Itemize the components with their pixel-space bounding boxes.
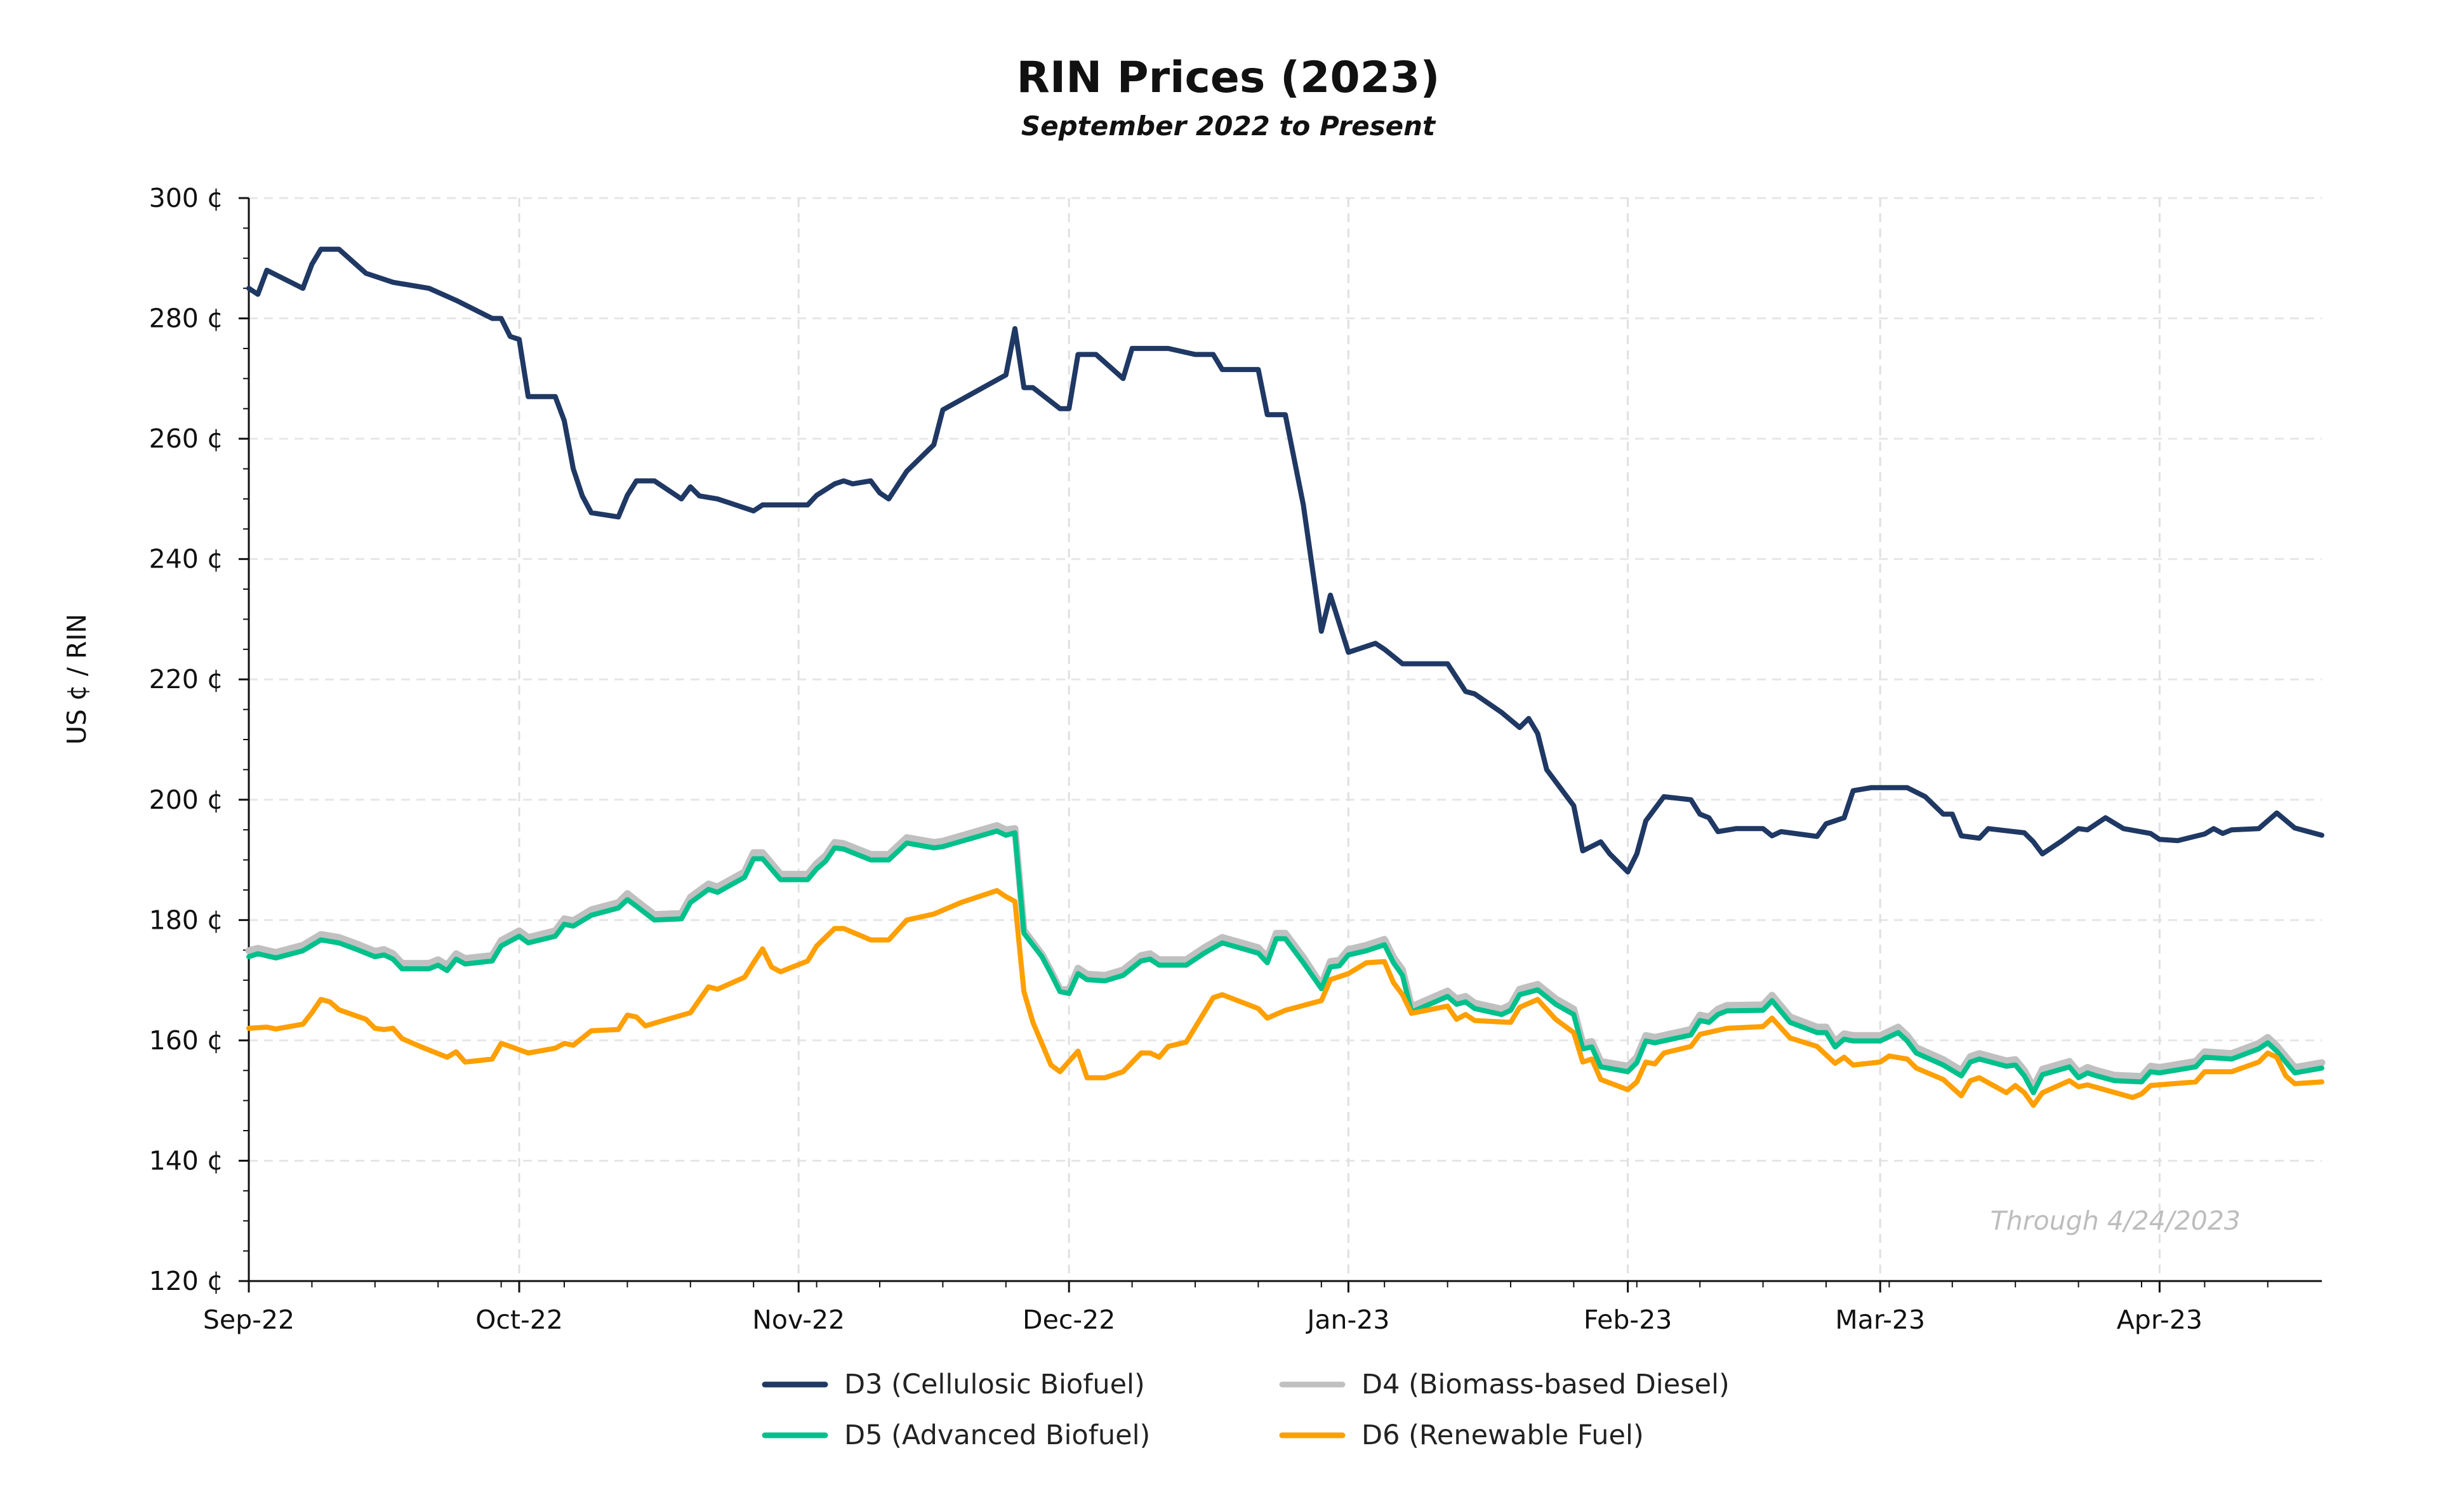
x-tick-label: Dec-22: [1023, 1305, 1115, 1335]
axes: 120 ¢ 140 ¢ 160 ¢ 180 ¢ 200 ¢ 220 ¢ 240 ¢ 260 ¢…: [149, 183, 2322, 1335]
chart-subtitle: September 2022 to Present: [1021, 110, 1436, 142]
series-line-d5: [246, 828, 2324, 1096]
legend-item: D5 (Advanced Biofuel): [762, 1419, 1150, 1451]
x-tick-label: Oct-22: [475, 1305, 563, 1335]
series-lines: [245, 246, 2326, 1108]
chart-title: RIN Prices (2023): [1017, 53, 1440, 103]
legend-item: D4 (Biomass-based Diesel): [1279, 1369, 1730, 1400]
y-tick-label: 240 ¢: [149, 544, 223, 575]
x-tick-label: Feb-23: [1584, 1305, 1672, 1335]
y-tick-label: 200 ¢: [149, 785, 223, 815]
x-tick-label: Apr-23: [2117, 1305, 2202, 1335]
y-tick-label: 160 ¢: [149, 1025, 223, 1056]
y-tick-label: 140 ¢: [149, 1145, 223, 1176]
legend: D3 (Cellulosic Biofuel) D4 (Biomass-based…: [762, 1369, 1730, 1451]
series-line-d4: [245, 822, 2326, 1091]
legend-label: D4 (Biomass-based Diesel): [1361, 1369, 1730, 1400]
series-line-d6: [246, 887, 2324, 1108]
x-tick-label: Nov-22: [752, 1305, 845, 1335]
y-tick-label: 220 ¢: [149, 664, 223, 694]
legend-item: D6 (Renewable Fuel): [1279, 1419, 1644, 1451]
y-axis-label: US ¢ / RIN: [62, 614, 92, 745]
y-tick-label: 180 ¢: [149, 905, 223, 935]
through-date-note: Through 4/24/2023: [1990, 1206, 2241, 1236]
legend-label: D3 (Cellulosic Biofuel): [844, 1369, 1145, 1400]
legend-item: D3 (Cellulosic Biofuel): [762, 1369, 1145, 1400]
y-tick-label: 300 ¢: [149, 183, 223, 213]
y-tick-label: 280 ¢: [149, 303, 223, 334]
legend-label: D5 (Advanced Biofuel): [844, 1419, 1150, 1451]
gridlines: [249, 197, 2322, 1281]
x-tick-label: Mar-23: [1835, 1305, 1925, 1335]
x-tick-label: Sep-22: [203, 1305, 295, 1335]
y-tick-label: 260 ¢: [149, 423, 223, 454]
legend-label: D6 (Renewable Fuel): [1361, 1419, 1644, 1451]
x-tick-label: Jan-23: [1305, 1305, 1389, 1335]
series-line-d3: [246, 246, 2324, 875]
y-tick-label: 120 ¢: [149, 1266, 223, 1296]
